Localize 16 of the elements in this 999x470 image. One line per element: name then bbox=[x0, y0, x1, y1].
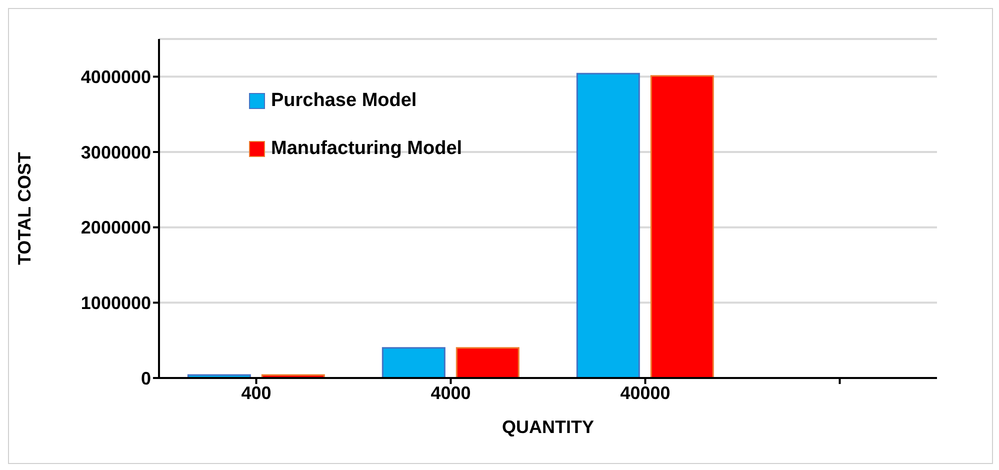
bar bbox=[382, 347, 446, 378]
x-tick-label: 40000 bbox=[620, 382, 670, 403]
x-tick-label: 400 bbox=[241, 382, 272, 403]
y-tick-label: 4000000 bbox=[80, 67, 151, 88]
bar bbox=[456, 347, 520, 378]
y-tick-label: 2000000 bbox=[80, 218, 151, 238]
bar bbox=[576, 72, 640, 378]
y-tick-label: 0 bbox=[140, 368, 151, 388]
x-axis-title: QUANTITY bbox=[502, 417, 594, 437]
bar bbox=[650, 75, 714, 378]
y-axis-title: TOTAL COST bbox=[14, 152, 34, 266]
y-tick-label: 3000000 bbox=[80, 142, 151, 162]
legend-label: Manufacturing Model bbox=[271, 138, 462, 160]
legend-label: Purchase Model bbox=[271, 90, 417, 112]
x-tick-label: 4000 bbox=[430, 382, 471, 403]
y-tick-label: 1000000 bbox=[80, 293, 151, 314]
